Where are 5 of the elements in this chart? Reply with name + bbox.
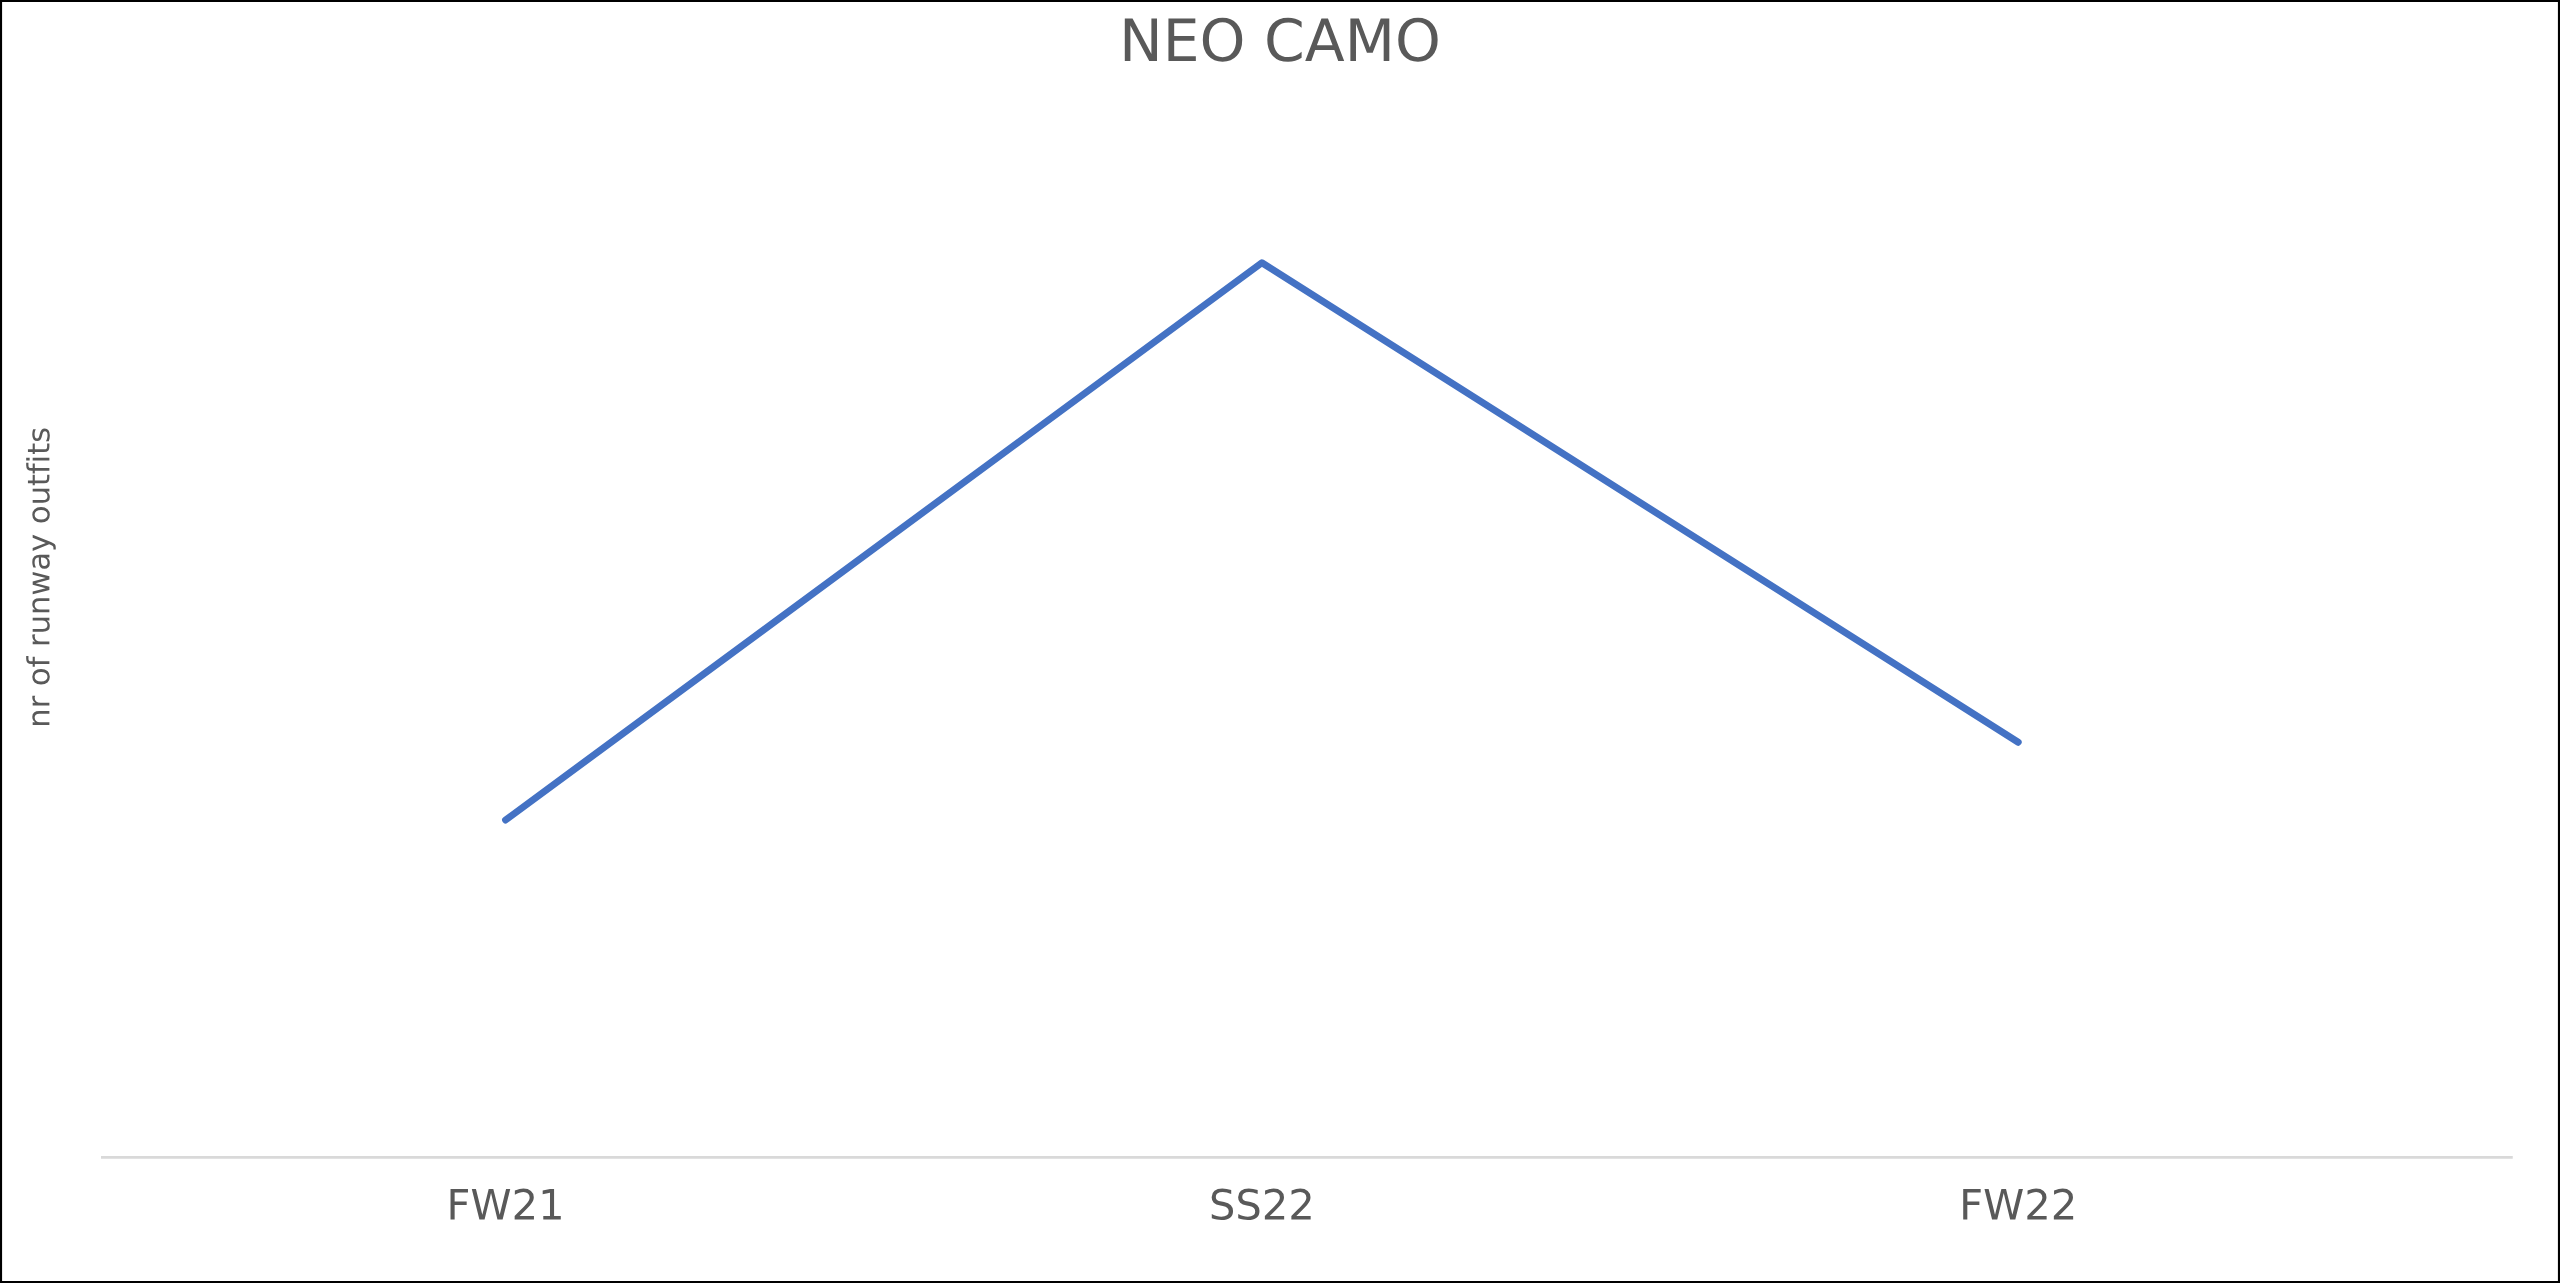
x-tick-label: SS22 [1211,1188,1311,1221]
y-axis-title: nr of runway outfits [26,428,56,725]
x-tick-label: FW21 [450,1188,561,1220]
chart-title: NEO CAMO [1124,17,1438,62]
x-tick-label: FW22 [1963,1188,2074,1220]
